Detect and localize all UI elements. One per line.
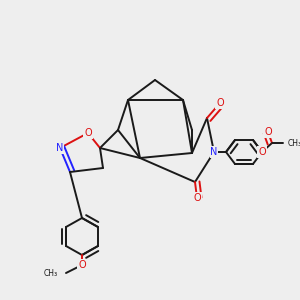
Text: CH₃: CH₃ (288, 139, 300, 148)
Text: O: O (264, 127, 272, 137)
Text: O: O (193, 193, 201, 203)
Text: O: O (258, 147, 266, 157)
Text: O: O (78, 260, 86, 270)
Text: CH₃: CH₃ (44, 268, 58, 278)
Text: O: O (84, 128, 92, 138)
Text: O: O (216, 98, 224, 108)
Text: N: N (210, 147, 218, 157)
Text: N: N (56, 143, 64, 153)
